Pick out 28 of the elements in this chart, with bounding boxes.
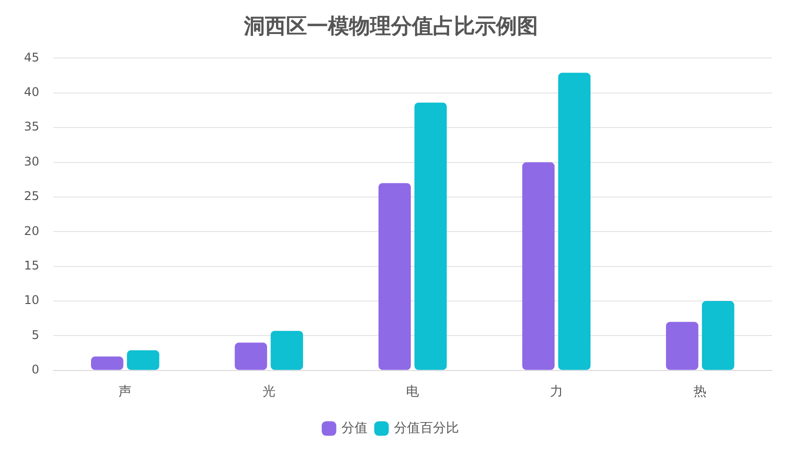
bar — [91, 356, 124, 370]
x-tick-label: 光 — [262, 384, 276, 400]
x-tick-label: 电 — [406, 384, 420, 400]
y-tick-label: 15 — [24, 258, 40, 272]
y-tick-label: 0 — [32, 362, 40, 377]
y-tick-label: 40 — [24, 85, 40, 100]
bar — [234, 342, 268, 370]
chart-title: 洞西区一模物理分值占比示例图 — [243, 13, 538, 38]
x-tick-label: 力 — [550, 384, 563, 400]
bar — [666, 322, 698, 370]
y-tick-label: 10 — [24, 293, 40, 308]
y-tick-label: 20 — [24, 224, 40, 238]
legend-label: 分值 — [342, 420, 368, 436]
x-tick-label: 热 — [694, 384, 707, 400]
y-tick-label: 5 — [32, 328, 40, 342]
bar — [702, 301, 734, 370]
y-tick-label: 30 — [24, 154, 40, 168]
bar — [522, 162, 555, 370]
legend-label: 分值百分比 — [394, 420, 459, 436]
y-tick-label: 25 — [24, 189, 40, 204]
bar — [126, 350, 160, 370]
x-tick-label: 声 — [118, 384, 132, 400]
bar — [558, 72, 591, 370]
y-tick-label: 35 — [24, 120, 40, 134]
y-tick-label: 45 — [24, 50, 40, 64]
bar — [414, 102, 447, 370]
bar — [378, 183, 411, 370]
bar — [270, 330, 304, 370]
